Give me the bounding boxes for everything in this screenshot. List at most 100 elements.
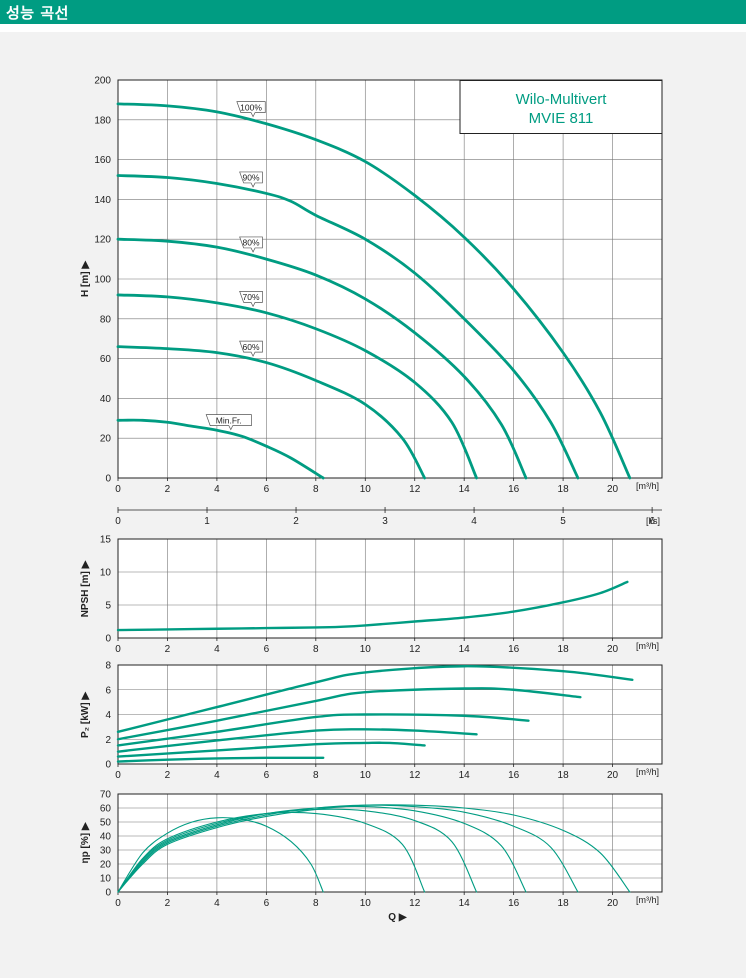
x-tick-label: 14 (459, 644, 471, 655)
x-tick-label: 10 (360, 484, 372, 495)
series-line-70% (116, 293, 478, 480)
header-bar: 성능 곡선 (0, 0, 746, 24)
y-axis-label: NPSH [m] ▶ (80, 559, 91, 617)
series-line-100% (116, 665, 634, 734)
x-tick-label: 16 (508, 484, 520, 495)
x-unit-label: [m³/h] (636, 895, 659, 905)
x-tick-label: 12 (409, 770, 421, 781)
x-tick-label: 2 (165, 770, 171, 781)
series-line-70% (116, 728, 478, 753)
chart-efficiency: 0 10 20 30 40 50 60 70 0 2 4 6 8 10 12 14 16 18 20 [m³/h] ηp… (80, 790, 663, 923)
x-tick-label: 20 (607, 898, 619, 909)
series-line-90% (116, 687, 582, 741)
y-tick-label: 10 (100, 568, 112, 579)
secondary-tick-label: 6 (649, 516, 655, 527)
plot-area (118, 794, 662, 892)
secondary-tick-label: 5 (560, 516, 566, 527)
y-tick-label: 20 (100, 434, 112, 445)
y-tick-label: 50 (100, 818, 112, 829)
series-line-80% (117, 805, 527, 893)
y-tick-label: 0 (105, 888, 111, 899)
x-tick-label: 14 (459, 898, 471, 909)
title-line-1: Wilo-Multivert (516, 91, 608, 108)
x-tick-label: 0 (115, 770, 121, 781)
plot-frame (117, 79, 663, 479)
y-tick-label: 70 (100, 790, 112, 801)
x-tick-label: 20 (607, 484, 619, 495)
curve-label-box (239, 236, 263, 253)
x-tick-label: 12 (409, 644, 421, 655)
x-unit-label: [m³/h] (636, 481, 659, 491)
x-tick-label: 4 (214, 770, 220, 781)
curve-label-70%: 70% (239, 290, 263, 308)
x-tick-label: 10 (360, 898, 372, 909)
chart-panel: 0 20 40 60 80 100 120 140 160 180 200 0 2 4 6 8 10 12 14 16… (0, 32, 746, 978)
y-tick-label: 120 (94, 235, 111, 246)
x-tick-label: 10 (360, 770, 372, 781)
secondary-unit-label: [l/s] (646, 516, 660, 526)
curve-label-box (239, 171, 263, 188)
x-tick-label: 18 (558, 644, 570, 655)
x-tick-label: 4 (214, 898, 220, 909)
page-title: 성능 곡선 (6, 4, 69, 22)
series-line-80% (116, 713, 530, 747)
x-tick-label: 8 (313, 644, 319, 655)
chart-power: 0 2 4 6 8 0 2 4 6 8 10 12 14 16 18 20 [m³/h] P₂ [kW] ▶ (80, 661, 663, 781)
x-tick-label: 10 (360, 644, 372, 655)
y-tick-label: 40 (100, 394, 112, 405)
x-axis-label: Q ▶ (388, 912, 408, 923)
x-tick-label: 4 (214, 484, 220, 495)
y-tick-label: 140 (94, 195, 111, 206)
plot-frame (117, 793, 663, 893)
y-tick-label: 15 (100, 535, 112, 546)
plot-frame (117, 538, 663, 639)
curve-label-box (239, 340, 263, 357)
x-tick-label: 8 (313, 770, 319, 781)
series-line-Min.Fr. (117, 817, 324, 893)
y-tick-label: 200 (94, 76, 111, 87)
y-tick-label: 60 (100, 804, 112, 815)
curve-label-90%: 90% (239, 171, 263, 188)
x-tick-label: 8 (313, 484, 319, 495)
x-tick-label: 2 (165, 898, 171, 909)
y-tick-label: 100 (94, 275, 111, 286)
x-tick-label: 6 (264, 898, 270, 909)
y-tick-label: 5 (105, 601, 111, 612)
x-tick-label: 16 (508, 770, 520, 781)
x-tick-label: 6 (264, 484, 270, 495)
curve-label-text: 100% (240, 102, 262, 112)
y-tick-label: 0 (105, 474, 111, 485)
y-axis-label: ηp [%] ▶ (80, 821, 91, 863)
x-tick-label: 20 (607, 644, 619, 655)
curve-label-80%: 80% (239, 236, 263, 253)
curve-label-text: Min.Fr. (216, 415, 242, 425)
x-tick-label: 18 (558, 484, 570, 495)
curve-label-text: 80% (243, 238, 260, 248)
series-line-60% (117, 811, 426, 893)
curve-label-box (239, 290, 263, 308)
x-tick-label: 16 (508, 898, 520, 909)
y-tick-label: 8 (105, 661, 111, 672)
plot-area (118, 539, 662, 638)
curve-label-100%: 100% (236, 101, 266, 118)
curve-label-text: 90% (243, 173, 260, 183)
title-box-frame (459, 80, 663, 134)
secondary-tick-label: 0 (115, 516, 121, 527)
x-tick-label: 0 (115, 898, 121, 909)
curve-label-text: 70% (243, 292, 260, 302)
series-line-70% (117, 808, 478, 893)
secondary-tick-label: 4 (471, 516, 477, 527)
x-unit-label: [m³/h] (636, 767, 659, 777)
curve-label-box (205, 414, 252, 431)
curve-label-60%: 60% (239, 340, 263, 357)
y-tick-label: 10 (100, 874, 112, 885)
series-line-80% (116, 237, 528, 480)
x-tick-label: 16 (508, 644, 520, 655)
secondary-tick-label: 1 (204, 516, 210, 527)
x-tick-label: 18 (558, 770, 570, 781)
x-tick-label: 20 (607, 770, 619, 781)
y-axis-label: H [m] ▶ (80, 260, 91, 297)
x-tick-label: 2 (165, 644, 171, 655)
secondary-tick-label: 3 (382, 516, 388, 527)
